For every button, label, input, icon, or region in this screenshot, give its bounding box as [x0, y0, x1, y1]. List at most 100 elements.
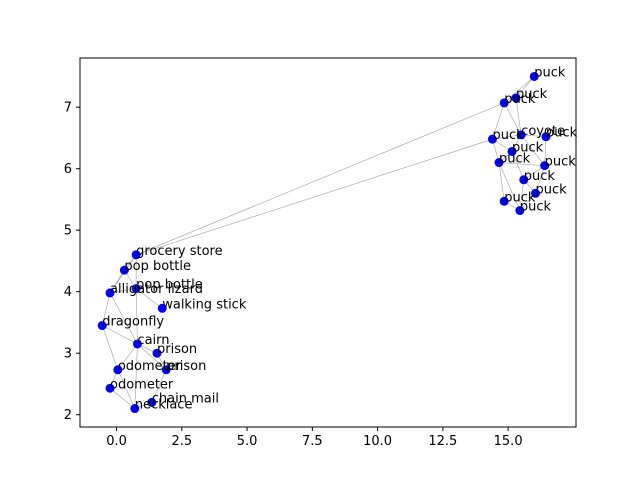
data-point: [529, 71, 539, 81]
point-label: puck: [524, 169, 556, 184]
x-tick-label: 15.0: [494, 434, 523, 449]
data-point: [130, 404, 140, 414]
point-label: puck: [520, 200, 552, 215]
point-label: prison: [157, 342, 197, 357]
data-point: [515, 206, 525, 216]
data-point: [131, 284, 141, 294]
data-point: [499, 196, 509, 206]
data-point: [97, 321, 107, 331]
y-tick-label: 6: [64, 162, 72, 177]
edge-line: [151, 369, 167, 403]
edge-line: [135, 288, 163, 309]
point-label: pop bottle: [124, 259, 191, 274]
edge-line: [117, 369, 136, 409]
edge-line: [535, 165, 545, 194]
edge-line: [492, 134, 522, 140]
edge-line: [134, 343, 138, 409]
point-label: odometer: [110, 377, 174, 392]
point-label: walking stick: [162, 297, 247, 312]
y-tick-label: 3: [64, 347, 72, 362]
edge-line: [109, 292, 138, 345]
edge-line: [136, 138, 493, 256]
data-point: [113, 365, 123, 375]
plot-frame: [79, 57, 577, 428]
edge-line: [498, 162, 505, 202]
edge-line: [520, 134, 545, 166]
point-label: puck: [504, 92, 536, 107]
data-point: [119, 265, 129, 275]
data-point: [511, 93, 521, 103]
x-axis: 0.0 2.5 5.0 7.5 10.0 12.5 15.0: [106, 427, 523, 449]
edge-line: [504, 76, 535, 104]
edge-line: [137, 343, 167, 371]
point-label: chain mail: [152, 391, 219, 406]
point-label: cairn: [137, 333, 169, 348]
data-point: [147, 397, 157, 407]
point-label: necklace: [135, 398, 193, 413]
y-tick-label: 7: [64, 101, 72, 116]
data-point: [105, 288, 115, 298]
point-label: grocery store: [136, 244, 222, 259]
edge-line: [544, 136, 547, 166]
edge-line: [135, 288, 138, 344]
data-point: [541, 132, 551, 142]
edge-line: [109, 388, 136, 409]
point-label: alligator lizard: [110, 282, 203, 297]
edge-line: [498, 162, 545, 166]
data-point: [540, 161, 550, 171]
edge-line: [503, 102, 522, 136]
point-label: puck: [534, 65, 566, 80]
data-point: [516, 130, 526, 140]
point-label: odometer: [118, 359, 182, 374]
data-point: [487, 134, 497, 144]
x-tick-label: 2.5: [171, 434, 192, 449]
data-point: [157, 303, 167, 313]
points-layer: [97, 71, 551, 414]
edge-line: [515, 76, 535, 99]
edge-line: [515, 97, 522, 135]
point-label: prison: [166, 359, 206, 374]
x-tick-label: 10.0: [363, 434, 392, 449]
data-point: [105, 383, 115, 393]
data-point: [131, 250, 141, 260]
data-point: [132, 339, 142, 349]
point-label: puck: [492, 128, 524, 143]
data-point: [494, 158, 504, 168]
x-tick-label: 5.0: [237, 434, 258, 449]
y-tick-label: 4: [64, 285, 72, 300]
y-tick-label: 5: [64, 224, 72, 239]
point-label: puck: [545, 155, 577, 170]
data-point: [519, 175, 529, 185]
x-tick-label: 7.5: [302, 434, 323, 449]
point-label: dragonfly: [102, 315, 164, 330]
point-label: puck: [499, 152, 531, 167]
point-label: puck: [516, 87, 548, 102]
edge-line: [498, 162, 521, 211]
point-label: puck: [546, 126, 578, 141]
edge-line: [511, 151, 525, 180]
edge-line: [101, 292, 111, 326]
x-tick-label: 0.0: [106, 434, 127, 449]
point-label: puck: [512, 140, 544, 155]
point-label: coyote: [521, 124, 565, 139]
edge-line: [492, 102, 505, 140]
edge-line: [136, 102, 505, 256]
point-label: puck: [536, 182, 568, 197]
data-point: [152, 348, 162, 358]
data-point: [531, 188, 541, 198]
y-tick-label: 2: [64, 408, 72, 423]
x-tick-label: 12.5: [428, 434, 457, 449]
edge-line: [102, 325, 138, 345]
point-label: pop bottle: [136, 278, 203, 293]
y-axis: 2 3 4 5 6 7: [64, 101, 80, 423]
data-point: [161, 365, 171, 375]
edge-line: [101, 325, 119, 370]
edge-line: [519, 179, 525, 211]
point-label: puck: [504, 190, 536, 205]
data-point: [507, 146, 517, 156]
data-point: [499, 98, 509, 108]
edge-line: [117, 343, 138, 370]
